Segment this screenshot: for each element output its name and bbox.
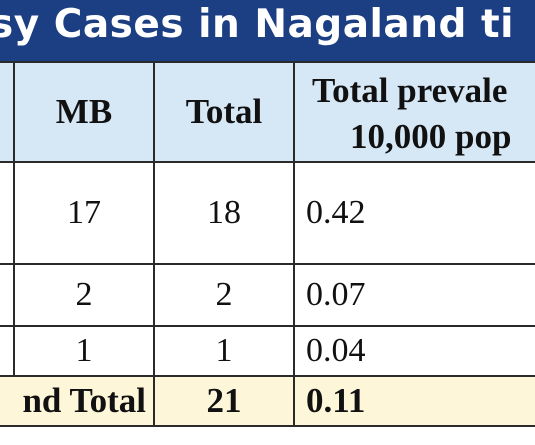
row-3-prevalence: 0.04	[306, 332, 366, 369]
row-2-total: 2	[215, 276, 233, 313]
row-1-prevalence: 0.42	[306, 194, 366, 231]
title-banner: sy Cases in Nagaland ti	[0, 0, 535, 62]
header-prevalence: Total prevale 10,000 pop	[294, 62, 535, 162]
grid-line-h-row2	[0, 325, 535, 327]
row-3-total: 1	[215, 332, 233, 369]
grid-line-h-top	[0, 61, 535, 63]
header-mb: MB	[14, 62, 154, 162]
header-prevalence-line1: Total prevale	[312, 71, 508, 110]
header-cell-stub	[0, 62, 14, 162]
grand-total-prevalence: 0.11	[294, 376, 535, 426]
table-title: sy Cases in Nagaland ti	[0, 2, 514, 47]
header-total: Total	[154, 62, 294, 162]
grid-line-v-total	[293, 62, 295, 426]
row-2-mb: 2	[75, 276, 93, 313]
grid-line-h-row1	[0, 263, 535, 265]
grand-total-label: nd Total	[0, 376, 154, 426]
row-2-prevalence: 0.07	[306, 276, 366, 313]
grid-line-v-mb	[153, 62, 155, 426]
grid-line-h-row3	[0, 375, 535, 377]
grid-line-h-header	[0, 161, 535, 163]
grid-line-v-stub	[13, 62, 15, 376]
grid-line-h-bottom	[0, 425, 535, 427]
row-3-mb: 1	[75, 332, 93, 369]
grand-total-total: 21	[154, 376, 294, 426]
row-1-total: 18	[207, 194, 241, 231]
row-1-mb: 17	[67, 194, 101, 231]
header-prevalence-line2: 10,000 pop	[350, 117, 512, 156]
